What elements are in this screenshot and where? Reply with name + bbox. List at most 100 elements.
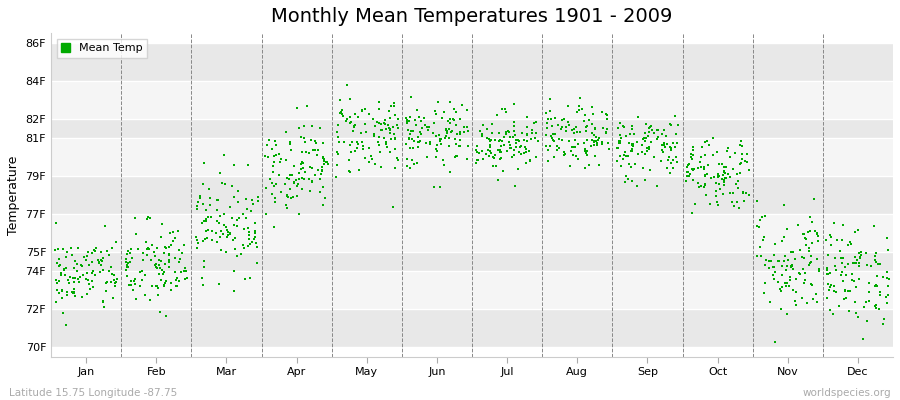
Point xyxy=(346,138,360,145)
Point xyxy=(524,136,538,142)
Point xyxy=(267,153,282,159)
Point xyxy=(868,282,883,288)
Point xyxy=(490,112,504,118)
Point xyxy=(428,111,443,117)
Point xyxy=(590,134,604,141)
Point xyxy=(557,149,572,156)
Point xyxy=(250,194,265,200)
Point xyxy=(217,221,231,228)
Point xyxy=(304,164,319,171)
Point xyxy=(827,283,842,290)
Point xyxy=(590,140,604,146)
Point xyxy=(614,163,628,170)
Point xyxy=(222,204,237,210)
Point xyxy=(734,161,748,167)
Point xyxy=(852,263,867,269)
Point xyxy=(777,258,791,264)
Point xyxy=(313,124,328,131)
Point xyxy=(550,143,564,149)
Point xyxy=(459,156,473,162)
Point xyxy=(758,280,772,286)
Point xyxy=(86,284,100,290)
Point xyxy=(567,126,581,132)
Point xyxy=(850,257,864,264)
Point xyxy=(173,256,187,262)
Point xyxy=(503,145,517,151)
Point xyxy=(572,141,586,147)
Point xyxy=(631,113,645,120)
Point xyxy=(848,254,862,260)
Point xyxy=(878,316,892,322)
Point xyxy=(803,260,817,266)
Point xyxy=(418,121,432,128)
Point xyxy=(695,144,709,150)
Point xyxy=(370,118,384,125)
Point xyxy=(123,282,138,288)
Point xyxy=(578,164,592,171)
Point xyxy=(470,149,484,155)
Point xyxy=(292,176,307,182)
Point xyxy=(230,223,244,230)
Point xyxy=(479,150,493,157)
Point xyxy=(123,245,138,252)
Point xyxy=(515,130,529,136)
Point xyxy=(108,282,122,289)
Point xyxy=(571,156,585,162)
Point xyxy=(587,142,601,148)
Point xyxy=(52,278,67,284)
Point xyxy=(267,199,282,205)
Point xyxy=(262,137,276,143)
Point xyxy=(303,188,318,194)
Point xyxy=(79,253,94,259)
Point xyxy=(686,167,700,174)
Point xyxy=(461,143,475,150)
Point xyxy=(724,199,739,205)
Point xyxy=(626,178,640,184)
Point xyxy=(68,258,83,264)
Point xyxy=(279,202,293,208)
Point xyxy=(400,120,415,126)
Point xyxy=(210,239,224,246)
Y-axis label: Temperature: Temperature xyxy=(7,155,20,234)
Point xyxy=(484,130,499,136)
Point xyxy=(573,95,588,101)
Point xyxy=(862,288,877,295)
Point xyxy=(55,288,69,294)
Bar xyxy=(51,309,893,347)
Point xyxy=(58,265,73,272)
Point xyxy=(102,252,116,258)
Point xyxy=(162,252,176,258)
Point xyxy=(320,159,335,166)
Point xyxy=(525,126,539,133)
Point xyxy=(386,131,400,137)
Point xyxy=(587,138,601,145)
Point xyxy=(668,113,682,120)
Point xyxy=(444,116,458,122)
Point xyxy=(152,257,166,263)
Point xyxy=(742,192,756,198)
Point xyxy=(664,147,679,154)
Point xyxy=(575,106,590,112)
Point xyxy=(799,242,814,249)
Point xyxy=(820,280,834,287)
Point xyxy=(295,165,310,172)
Point xyxy=(499,129,513,136)
Point xyxy=(258,185,273,191)
Point xyxy=(519,146,534,152)
Point xyxy=(436,157,451,163)
Point xyxy=(447,135,462,142)
Point xyxy=(127,280,141,287)
Point xyxy=(303,137,318,143)
Point xyxy=(138,271,152,278)
Point xyxy=(329,173,344,180)
Point xyxy=(820,267,834,273)
Point xyxy=(761,265,776,271)
Point xyxy=(668,144,682,150)
Point xyxy=(219,248,233,255)
Point xyxy=(809,299,824,305)
Point xyxy=(567,130,581,136)
Point xyxy=(768,339,782,346)
Point xyxy=(302,150,316,156)
Point xyxy=(442,126,456,132)
Point xyxy=(145,242,159,248)
